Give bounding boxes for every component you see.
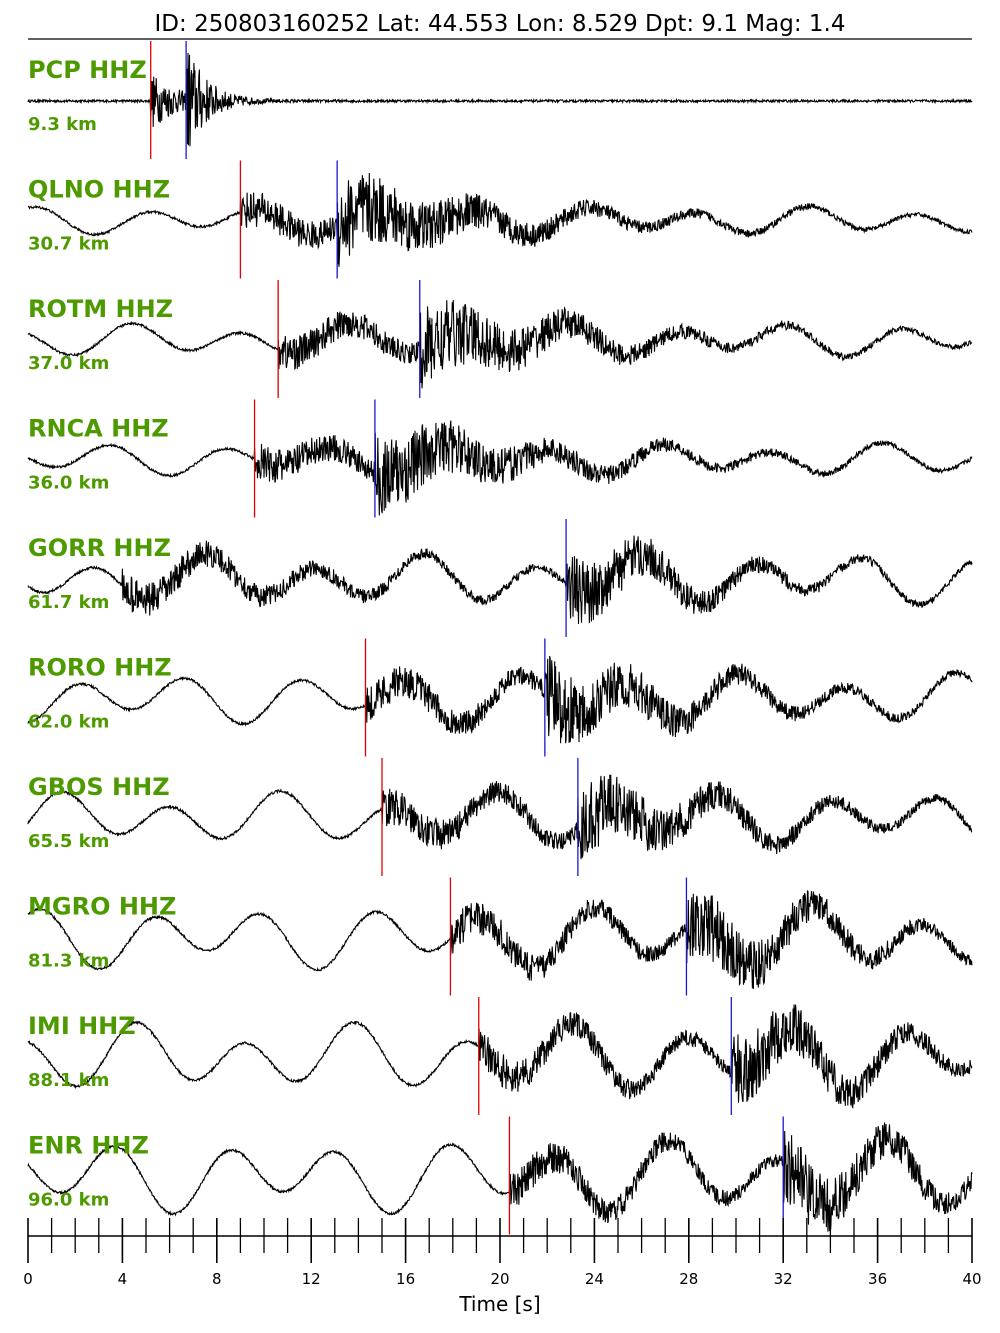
distance-label: 36.0 km (28, 473, 109, 494)
waveform-trace (27, 655, 973, 744)
station-label: PCP HHZ (28, 56, 147, 84)
distance-label: 30.7 km (28, 234, 109, 255)
station-label: ROTM HHZ (28, 295, 173, 323)
distance-label: 9.3 km (28, 114, 97, 135)
station-label: ENR HHZ (28, 1132, 149, 1160)
distance-label: 61.7 km (28, 592, 109, 613)
chart-title: ID: 250803160252 Lat: 44.553 Lon: 8.529 … (155, 11, 846, 37)
trace-panel: ENR HHZ 96.0 km (27, 1116, 973, 1235)
trace-panel: RNCA HHZ 36.0 km (27, 399, 973, 518)
station-label: IMI HHZ (28, 1012, 136, 1040)
waveform-trace (27, 172, 973, 267)
waveform-trace (27, 420, 973, 516)
station-label: QLNO HHZ (28, 176, 170, 204)
station-label: GORR HHZ (28, 534, 171, 562)
waveform-trace (27, 535, 973, 625)
station-label: MGRO HHZ (28, 893, 176, 921)
trace-panel: GBOS HHZ 65.5 km (27, 758, 973, 876)
trace-panel: MGRO HHZ 81.3 km (27, 877, 973, 996)
trace-panel: GORR HHZ 61.7 km (27, 519, 973, 637)
x-tick-label: 16 (396, 1270, 415, 1288)
trace-panels: PCP HHZ 9.3 km QLNO HHZ 30.7 km ROTM HHZ 37.0… (27, 41, 973, 1235)
x-tick-label: 40 (962, 1270, 981, 1288)
distance-label: 81.3 km (28, 951, 109, 972)
trace-panel: ROTM HHZ 37.0 km (27, 280, 973, 398)
waveform-trace (27, 1004, 973, 1109)
trace-panel: RORO HHZ 62.0 km (27, 638, 973, 757)
station-label: GBOS HHZ (28, 773, 170, 801)
distance-label: 65.5 km (28, 831, 109, 852)
trace-panel: IMI HHZ 88.1 km (27, 997, 973, 1115)
trace-panel: QLNO HHZ 30.7 km (27, 160, 973, 279)
x-tick-label: 24 (585, 1270, 604, 1288)
x-tick-label: 0 (23, 1270, 33, 1288)
x-tick-label: 28 (679, 1270, 698, 1288)
x-tick-label: 4 (118, 1270, 128, 1288)
x-tick-label: 20 (490, 1270, 509, 1288)
station-label: RORO HHZ (28, 654, 172, 682)
x-axis-label: Time [s] (458, 1292, 540, 1316)
x-tick-label: 32 (774, 1270, 793, 1288)
x-tick-label: 8 (212, 1270, 222, 1288)
waveform-trace (27, 300, 973, 389)
trace-panel: PCP HHZ 9.3 km (27, 41, 973, 159)
distance-label: 62.0 km (28, 712, 109, 733)
waveform-trace (27, 774, 973, 860)
x-tick-label: 36 (868, 1270, 887, 1288)
distance-label: 96.0 km (28, 1190, 109, 1211)
station-label: RNCA HHZ (28, 415, 169, 443)
waveform-trace (27, 890, 973, 989)
distance-label: 37.0 km (28, 353, 109, 374)
distance-label: 88.1 km (28, 1070, 109, 1091)
waveform-trace (27, 1122, 973, 1233)
time-axis: 0 4 8 12 16 20 24 28 32 36 40 (23, 1218, 982, 1288)
x-tick-label: 12 (302, 1270, 321, 1288)
waveform-trace (27, 52, 973, 147)
